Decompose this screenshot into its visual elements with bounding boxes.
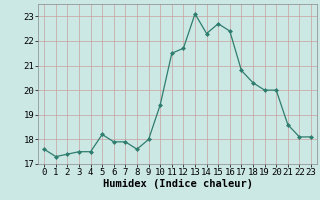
X-axis label: Humidex (Indice chaleur): Humidex (Indice chaleur) <box>103 179 252 189</box>
